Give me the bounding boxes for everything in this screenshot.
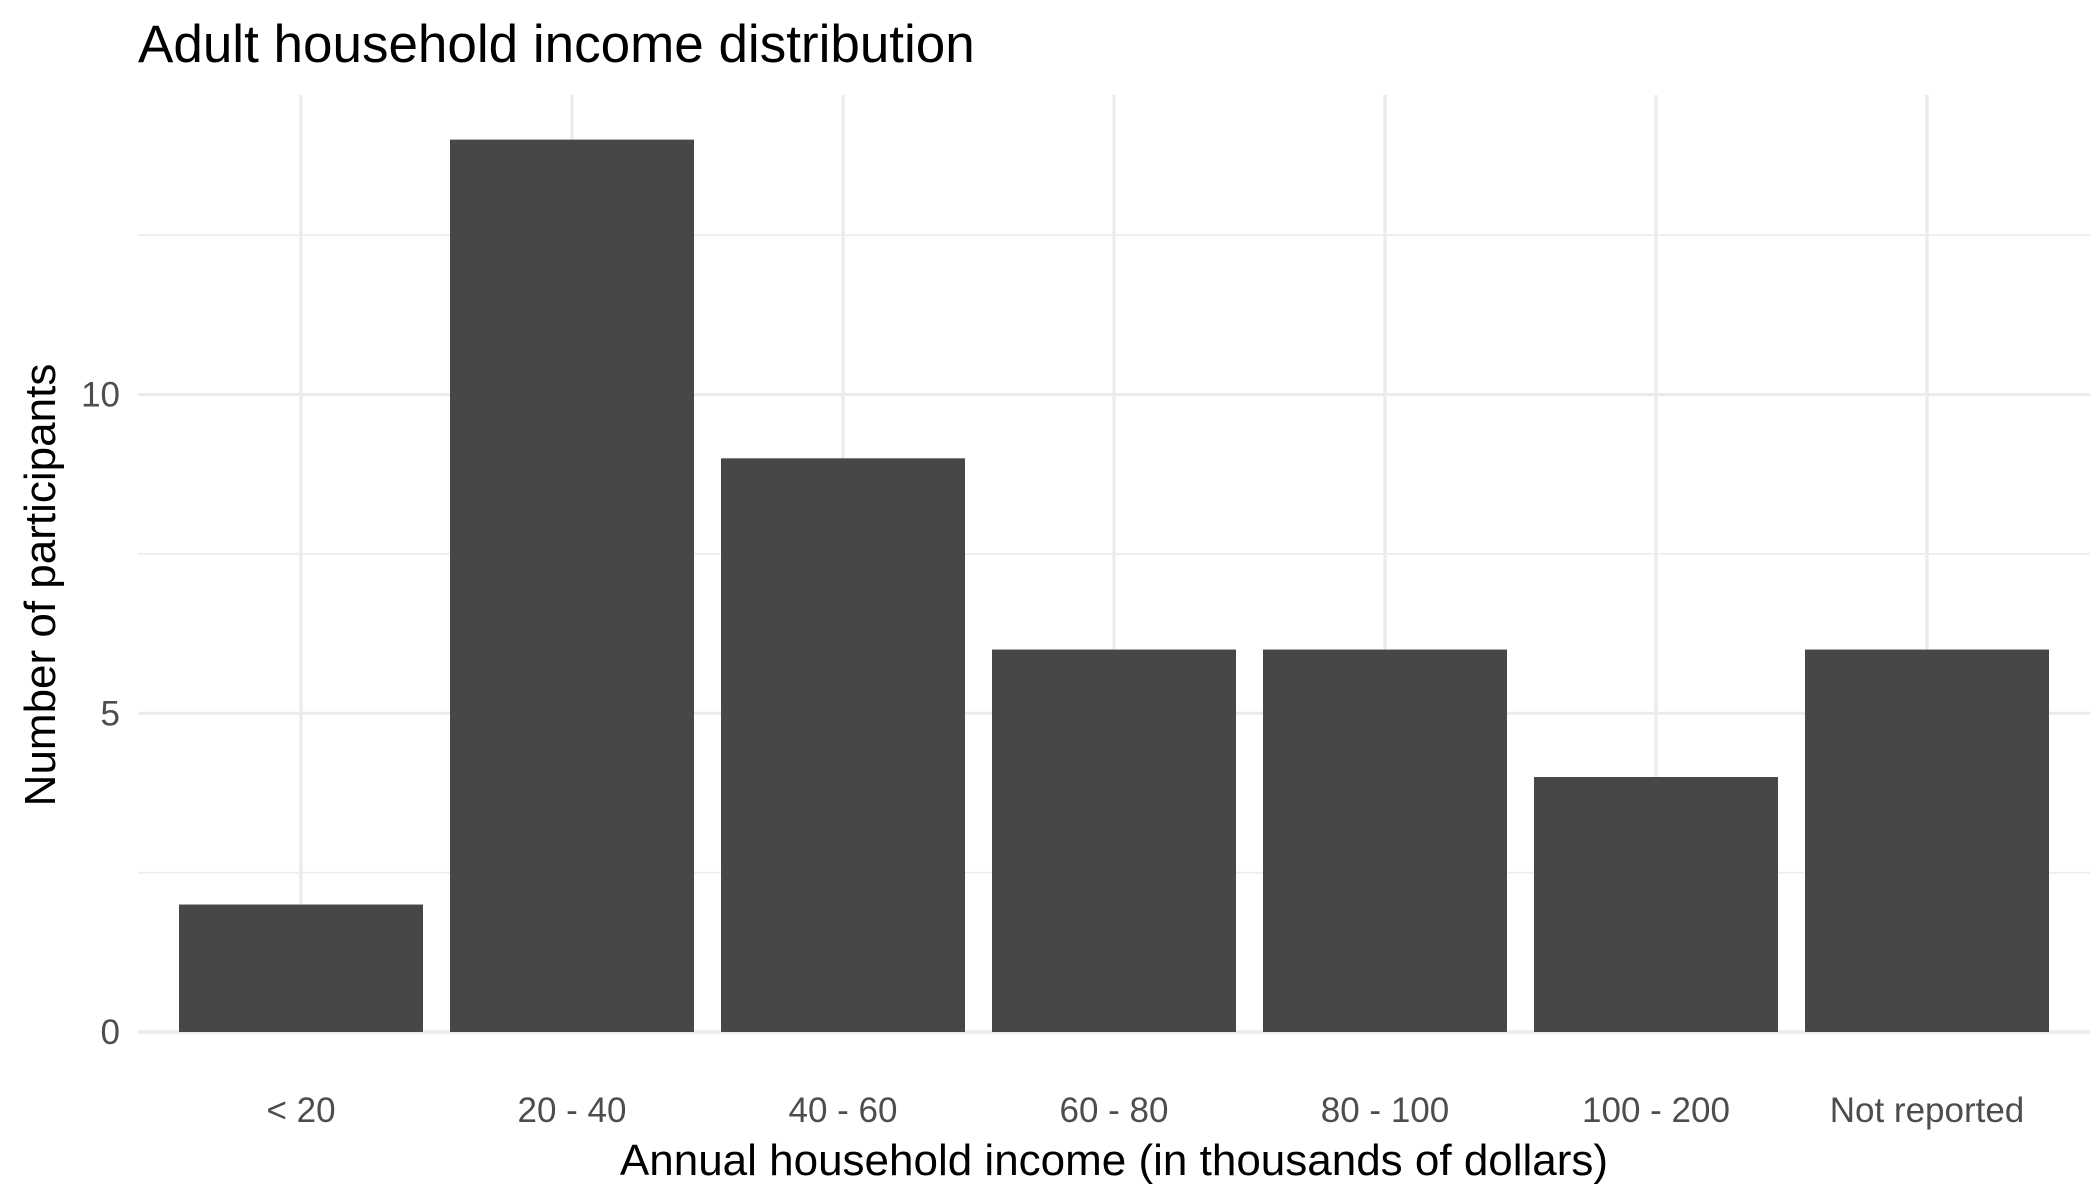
chart-title: Adult household income distribution [138, 15, 975, 74]
x-tick-label: 40 - 60 [789, 1091, 898, 1130]
y-tick-label: 10 [81, 376, 120, 415]
bar-1 [450, 139, 694, 1033]
bars [179, 139, 2049, 1033]
bar-2 [721, 458, 965, 1032]
x-axis-title: Annual household income (in thousands of… [620, 1136, 1608, 1185]
bar-3 [992, 649, 1236, 1032]
bar-5 [1534, 777, 1778, 1032]
x-tick-label: 60 - 80 [1060, 1091, 1169, 1130]
y-tick-label: 0 [101, 1013, 120, 1052]
x-axis-ticks: < 20 20 - 40 40 - 60 60 - 80 80 - 100 100 - 2… [266, 1091, 2024, 1130]
y-axis-title: Number of participants [16, 364, 65, 807]
y-axis-ticks: 0 5 10 [81, 376, 120, 1052]
x-tick-label: 80 - 100 [1321, 1091, 1449, 1130]
x-tick-label: 100 - 200 [1582, 1091, 1730, 1130]
bar-0 [179, 904, 423, 1032]
y-tick-label: 5 [101, 694, 120, 733]
x-tick-label: 20 - 40 [518, 1091, 627, 1130]
bar-6 [1805, 649, 2049, 1032]
x-tick-label: Not reported [1830, 1091, 2025, 1130]
x-tick-label: < 20 [266, 1091, 335, 1130]
bar-4 [1263, 649, 1507, 1032]
